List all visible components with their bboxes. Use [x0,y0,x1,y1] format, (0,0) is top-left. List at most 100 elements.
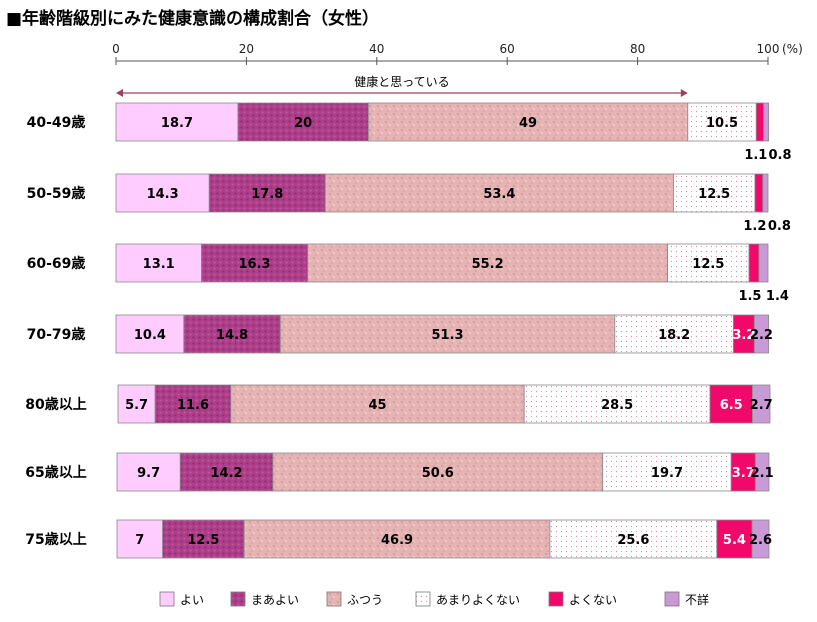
bar-segment [754,452,770,492]
data-label: 14.8 [216,328,248,343]
bracket-arrow-left [116,89,123,97]
data-label: 25.6 [617,533,649,548]
data-label: 17.8 [251,187,283,202]
bar-segment [549,519,718,559]
data-label: 53.4 [483,187,515,202]
data-label: 5.7 [125,398,148,413]
x-tick-label: 0 [112,42,120,56]
data-label: 3.2 [732,328,755,343]
bar-segment [115,102,239,142]
bar-segment [243,519,551,559]
bar-segment [307,243,668,283]
bracket-label: 健康と思っている [354,74,449,89]
bar-segment [201,243,309,283]
data-label: 13.1 [143,257,175,272]
legend-label: あまりよくない [436,593,520,607]
bar-segment [754,173,764,213]
bracket-arrow-right [680,89,688,97]
bar-segment [602,452,732,492]
bar-segment [762,173,769,213]
data-label: 14.2 [210,466,242,481]
data-label: 2.2 [750,328,773,343]
bar-segment [116,452,181,492]
category-label: 70-79歳 [27,326,86,343]
bar-segment [154,384,232,424]
bar-segment [162,519,245,559]
data-label: 12.5 [187,533,219,548]
data-label: 0.8 [769,148,792,163]
bar-segment [755,102,764,142]
legend-swatch [326,591,342,607]
bar-segment [614,314,734,354]
legend-label: ふつう [347,593,383,607]
data-label: 19.7 [651,466,683,481]
data-label: 18.2 [658,328,690,343]
chart-title: ■年齢階級別にみた健康意識の構成割合（女性） [6,9,380,29]
data-label: 2.1 [751,466,774,481]
bar-segment [751,384,771,424]
bar-segment [667,243,750,283]
legend-label: 不詳 [685,592,709,607]
bar-segment [183,314,281,354]
legend-label: よくない [569,593,617,607]
bracket: 健康と思っている [116,74,688,97]
legend-label: よい [180,593,204,607]
bar-segment [116,519,164,559]
data-label: 28.5 [601,398,633,413]
data-label: 10.4 [134,328,166,343]
category-label: 80歳以上 [25,396,86,413]
bar-segment [687,102,757,142]
legend-swatch [159,591,175,607]
data-label: 50.6 [422,466,454,481]
data-label: 14.3 [147,187,179,202]
data-label: 12.5 [692,257,724,272]
data-label: 0.8 [768,219,791,234]
data-label: 1.5 [738,289,761,304]
data-label: 1.4 [766,289,789,304]
x-tick-label: 60 [500,42,515,56]
category-label: 50-59歳 [27,185,86,202]
bar-segment [115,243,202,283]
legend-label: まあよい [251,593,299,607]
bars: 40-49歳 18.7 20 49 10.51.1 0.850-59歳 14.3 17.8 53… [25,102,792,559]
x-tick-label: 100 [757,42,780,56]
legend-swatch [664,591,680,607]
data-label: 11.6 [177,398,209,413]
data-label: 49 [519,116,537,131]
bar-segment [753,314,770,354]
x-axis: 0 20 40 60 80 100 (%) [112,42,803,65]
category-label: 60-69歳 [27,255,86,272]
bar-segment [673,173,756,213]
data-label: 45 [368,398,386,413]
bar-segment [748,243,760,283]
bar-segment [758,243,769,283]
bar-segment [115,314,185,354]
data-label: 51.3 [432,328,464,343]
data-label: 2.7 [750,398,773,413]
data-label: 3.7 [732,466,755,481]
unit-label: (%) [782,42,803,56]
bar-segment [279,314,616,354]
data-label: 9.7 [137,466,160,481]
bar-segment [763,102,770,142]
bar-segment [751,519,770,559]
data-label: 46.9 [381,533,413,548]
data-label: 7 [135,533,144,548]
data-label: 6.5 [720,398,743,413]
legend: よい まあよい ふつう あまりよくない よくない 不詳 [159,591,709,607]
data-label: 1.1 [744,148,767,163]
x-tick-label: 80 [630,42,645,56]
data-label: 1.2 [743,219,766,234]
bar-segment [208,173,326,213]
bar-segment [117,384,156,424]
data-label: 16.3 [239,257,271,272]
data-label: 12.5 [698,187,730,202]
x-tick-label: 20 [239,42,254,56]
data-label: 18.7 [161,116,193,131]
data-label: 20 [294,116,312,131]
bar-segment [230,384,525,424]
data-label: 2.6 [749,533,772,548]
bar-segment [324,173,674,213]
legend-swatch [548,591,564,607]
